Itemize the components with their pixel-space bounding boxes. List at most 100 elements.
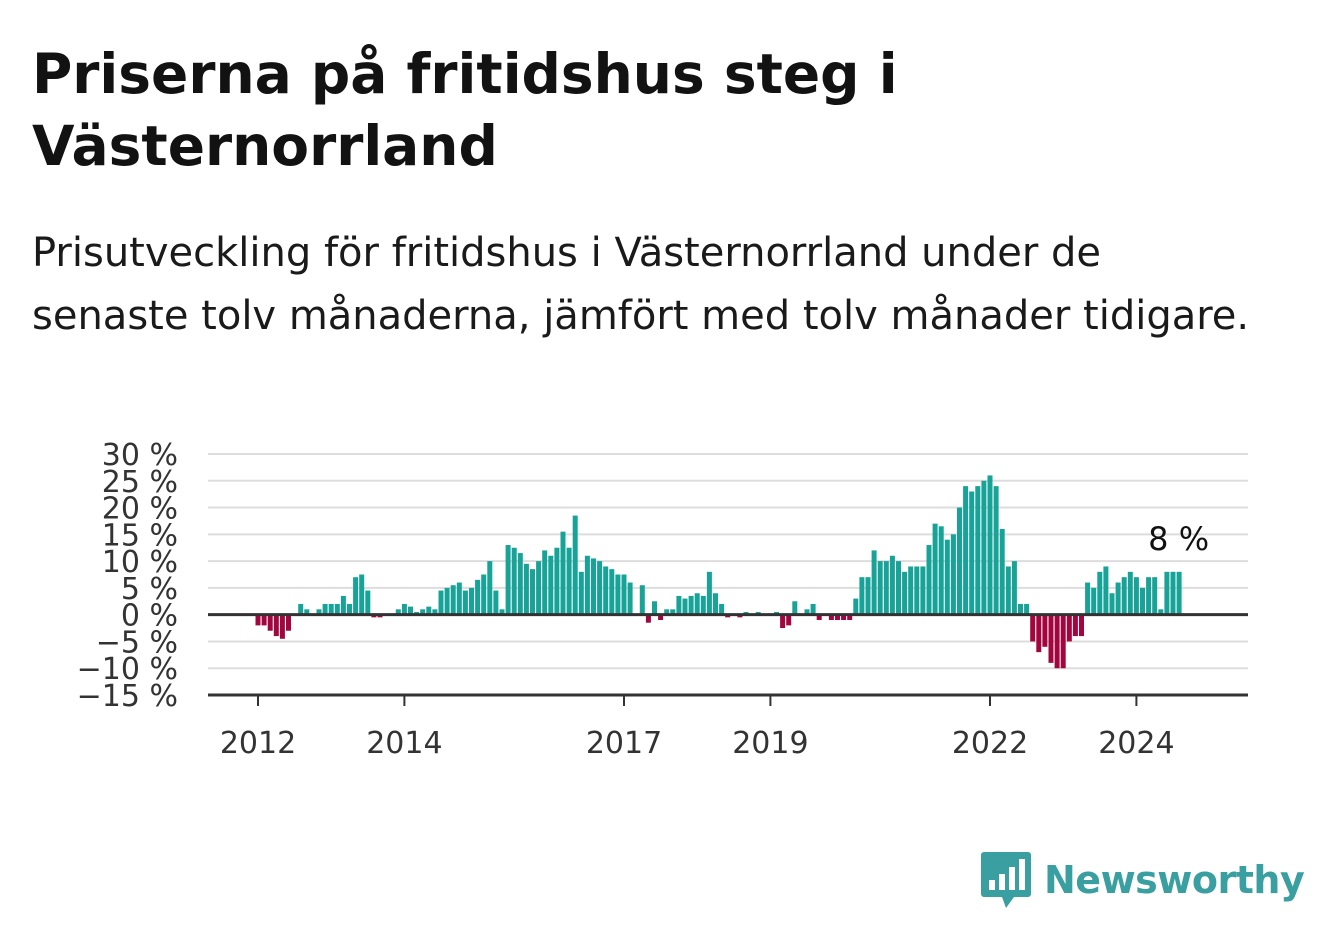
- bar: [1042, 614, 1048, 647]
- bar: [408, 606, 413, 615]
- bar: [944, 539, 950, 615]
- bar: [1115, 582, 1121, 615]
- bar: [591, 558, 596, 615]
- bar: [1127, 571, 1133, 615]
- bar: [560, 531, 566, 615]
- bar: [395, 609, 401, 615]
- bar: [1085, 582, 1091, 615]
- y-tick-label: 30 %: [102, 438, 178, 473]
- bar: [469, 587, 474, 615]
- bar: [615, 574, 621, 615]
- bar: [1097, 571, 1103, 615]
- bar: [487, 561, 493, 615]
- bar: [969, 491, 975, 615]
- bar: [566, 547, 572, 615]
- newsworthy-logo-icon: [981, 852, 1031, 908]
- axes: [208, 613, 1248, 697]
- bar: [804, 609, 810, 615]
- bar: [889, 555, 895, 615]
- bar: [432, 609, 438, 615]
- chart-subtitle: Prisutveckling för fritidshus i Västerno…: [32, 230, 1250, 339]
- bar: [713, 593, 718, 615]
- bar: [255, 614, 261, 626]
- bar: [914, 566, 920, 615]
- bar: [1152, 577, 1158, 615]
- y-tick-label: −15 %: [77, 679, 178, 714]
- bar: [462, 590, 468, 615]
- bar: [572, 515, 578, 615]
- bar: [1133, 577, 1139, 615]
- bar: [334, 603, 340, 615]
- bar: [786, 614, 792, 626]
- bar: [603, 566, 609, 615]
- chart-title: Priserna på fritidshus steg i Västernorr…: [32, 42, 898, 178]
- x-tick-label: 2012: [220, 726, 296, 761]
- bar: [1066, 614, 1072, 642]
- y-tick-label: 10 %: [102, 545, 178, 580]
- bar: [1054, 614, 1060, 669]
- bar: [987, 475, 993, 615]
- bar: [688, 595, 694, 615]
- bar: [682, 598, 688, 615]
- annotations: 8 %: [1148, 520, 1209, 558]
- bar: [981, 480, 987, 615]
- bar: [401, 603, 407, 615]
- bar: [523, 563, 529, 615]
- bar: [444, 587, 450, 615]
- bar: [420, 609, 426, 615]
- bar: [1024, 603, 1030, 615]
- bar: [1103, 566, 1109, 615]
- bar: [340, 595, 346, 615]
- bar: [664, 609, 670, 615]
- bar: [438, 590, 444, 615]
- bar: [499, 609, 505, 615]
- bar-chart: 30 %25 %20 %15 %10 %5 %0 %−5 %−10 %−15 %…: [77, 438, 1248, 761]
- bar: [542, 550, 548, 615]
- bar: [1158, 609, 1164, 615]
- bar: [847, 614, 853, 621]
- bar: [828, 614, 834, 621]
- bar: [548, 555, 554, 615]
- newsworthy-logo-text: Newsworthy: [1044, 858, 1305, 902]
- bar: [676, 595, 682, 615]
- bar: [999, 528, 1005, 615]
- bar: [810, 603, 816, 615]
- bar: [530, 569, 535, 615]
- x-tick-label: 2017: [586, 726, 662, 761]
- bar: [877, 561, 883, 615]
- bar: [993, 486, 999, 615]
- bar: [267, 614, 273, 631]
- bar: [481, 574, 487, 615]
- bar: [584, 555, 590, 615]
- bar: [645, 614, 651, 623]
- bar: [853, 598, 859, 615]
- bar: [835, 614, 840, 621]
- bar: [1164, 571, 1170, 615]
- bar: [670, 609, 676, 615]
- bar: [963, 486, 969, 615]
- bar: [1079, 614, 1084, 637]
- bar: [359, 574, 365, 615]
- last-value-label: 8 %: [1148, 520, 1209, 558]
- bar: [456, 582, 462, 615]
- x-tick-label: 2019: [732, 726, 808, 761]
- bar: [932, 523, 938, 615]
- bar: [719, 603, 725, 615]
- y-tick-label: −5 %: [96, 625, 178, 660]
- bar: [1109, 593, 1115, 615]
- y-tick-label: −10 %: [77, 652, 178, 687]
- bar: [1121, 577, 1127, 615]
- bar: [1140, 587, 1145, 615]
- x-tick-label: 2022: [952, 726, 1028, 761]
- bar: [1170, 571, 1176, 615]
- bar: [365, 590, 371, 615]
- bar: [261, 614, 267, 626]
- bar: [1072, 614, 1078, 637]
- bar: [908, 566, 914, 615]
- bar: [536, 561, 542, 615]
- bar: [1030, 614, 1036, 642]
- bar: [1176, 571, 1182, 615]
- bar: [328, 603, 334, 615]
- bar: [975, 486, 981, 615]
- bar: [511, 547, 517, 615]
